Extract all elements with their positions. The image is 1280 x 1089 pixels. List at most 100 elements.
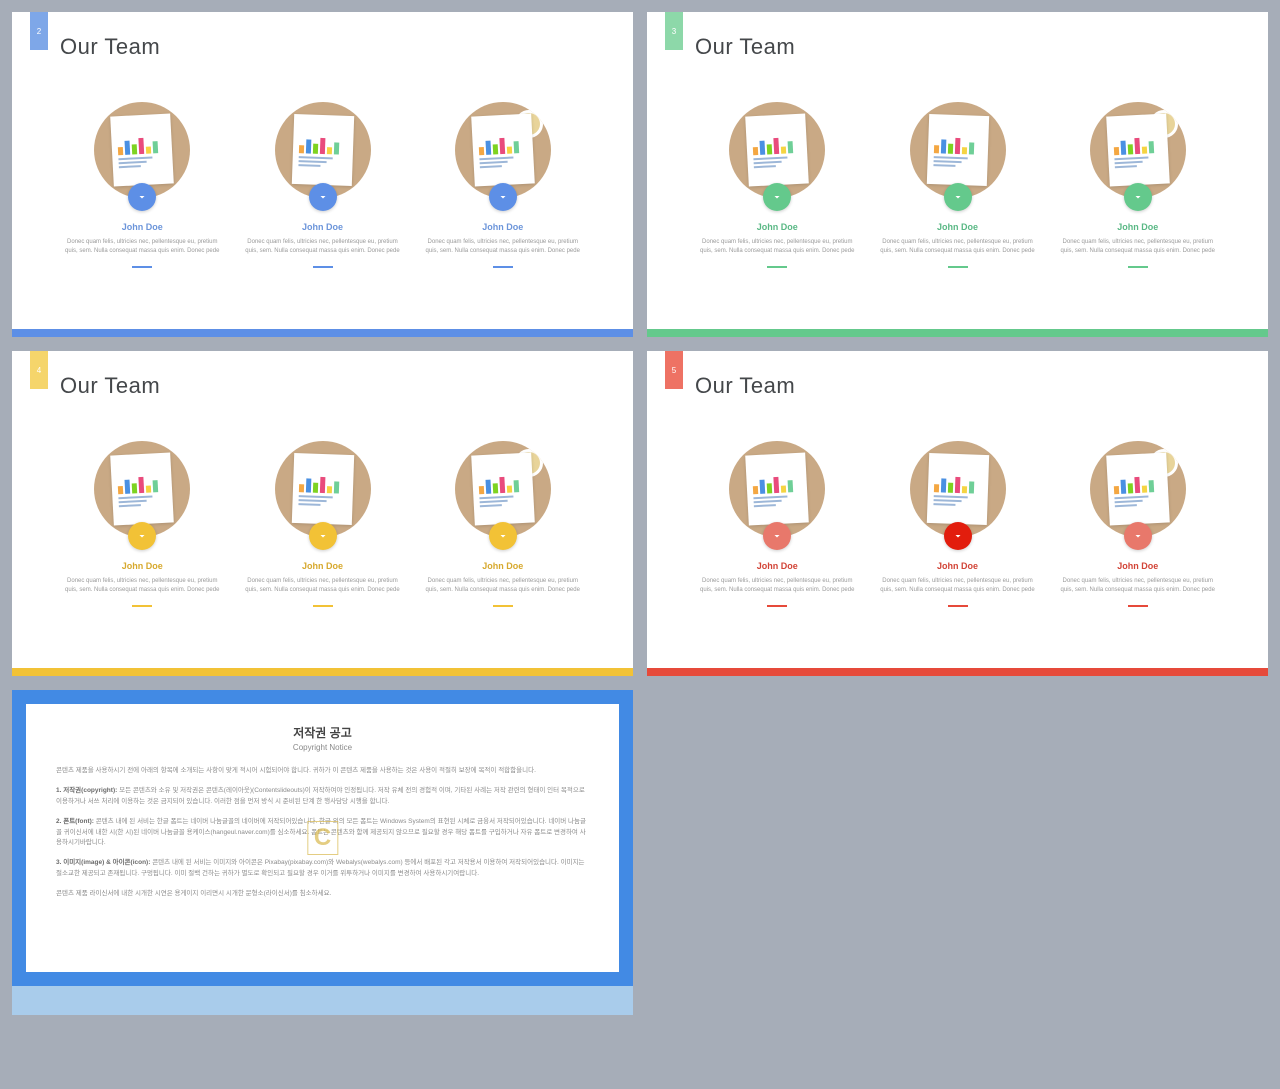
member-desc: Donec quam felis, ultricies nec, pellent… xyxy=(1058,238,1218,256)
copyright-p1: 콘텐츠 제품을 사용하시기 전에 아래의 항목에 소개되는 사항이 맞게 적시어… xyxy=(56,766,589,776)
copyright-p2-text: 모든 콘텐츠와 소유 및 저작권은 콘텐츠(레이아웃)(Contentslide… xyxy=(56,787,585,804)
slide-title: Our Team xyxy=(60,373,160,399)
copyright-p3: 2. 폰트(font): 콘텐츠 내에 된 서비는 한글 폼트는 네이버 나눔글… xyxy=(56,817,589,848)
copyright-p2: 1. 저작권(copyright): 모든 콘텐츠와 소유 및 저작권은 콘텐츠… xyxy=(56,786,589,807)
member-underline xyxy=(493,605,513,607)
member-name: John Doe xyxy=(1117,561,1158,571)
chevron-down-icon xyxy=(763,522,791,550)
member-desc: Donec quam felis, ultricies nec, pellent… xyxy=(697,577,857,595)
member-underline xyxy=(948,605,968,607)
member-desc: Donec quam felis, ultricies nec, pellent… xyxy=(1058,577,1218,595)
avatar-wrap xyxy=(910,441,1006,537)
chevron-down-icon xyxy=(489,522,517,550)
copyright-title-en: Copyright Notice xyxy=(56,743,589,752)
slide-team-blue: 2 Our Team John Doe Donec quam felis, ult… xyxy=(12,12,633,337)
copyright-p4-label: 3. 이미지(image) & 아이콘(icon): xyxy=(56,859,150,866)
member-desc: Donec quam felis, ultricies nec, pellent… xyxy=(878,577,1038,595)
avatar-wrap xyxy=(94,441,190,537)
member-desc: Donec quam felis, ultricies nec, pellent… xyxy=(243,238,403,256)
member-name: John Doe xyxy=(757,222,798,232)
chevron-down-icon xyxy=(1124,183,1152,211)
chevron-down-icon xyxy=(128,522,156,550)
team-member: John DoeDonec quam felis, ultricies nec,… xyxy=(1058,102,1218,268)
member-name: John Doe xyxy=(302,561,343,571)
slide-bottom-bar xyxy=(647,668,1268,676)
slide-bottom-bar xyxy=(12,668,633,676)
team-member: John Doe Donec quam felis, ultricies nec,… xyxy=(423,102,583,268)
member-underline xyxy=(1128,266,1148,268)
team-member: John Doe Donec quam felis, ultricies nec,… xyxy=(1058,441,1218,607)
member-desc: Donec quam felis, ultricies nec, pellent… xyxy=(878,238,1038,256)
team-member: John Doe Donec quam felis, ultricies nec,… xyxy=(243,102,403,268)
avatar-wrap xyxy=(910,102,1006,198)
team-row: John Doe Donec quam felis, ultricies nec,… xyxy=(647,102,1268,268)
copyright-p3-text: 콘텐츠 내에 된 서비는 한글 폼트는 네이버 나눔글꼴의 네이버에 저작되어있… xyxy=(56,818,586,846)
avatar-wrap xyxy=(94,102,190,198)
member-name: John Doe xyxy=(122,561,163,571)
slide-tab: 3 xyxy=(665,12,683,50)
slide-title: Our Team xyxy=(60,34,160,60)
team-member: John Doe Donec quam felis, ultricies nec,… xyxy=(878,102,1038,268)
chevron-down-icon xyxy=(309,183,337,211)
member-underline xyxy=(132,266,152,268)
member-name: John Doe xyxy=(937,222,978,232)
team-member: John Doe Donec quam felis, ultricies nec,… xyxy=(62,102,222,268)
avatar-wrap xyxy=(729,102,825,198)
copyright-panel: 저작권 공고 Copyright Notice 콘텐츠 제품을 사용하시기 전에… xyxy=(26,704,619,972)
team-row: John Doe Donec quam felis, ultricies nec,… xyxy=(12,102,633,268)
copyright-p3-label: 2. 폰트(font): xyxy=(56,818,94,825)
slide-team-yellow: 4 Our Team John Doe Donec quam felis, ult… xyxy=(12,351,633,676)
avatar-wrap xyxy=(275,102,371,198)
member-desc: Donec quam felis, ultricies nec, pellent… xyxy=(423,238,583,256)
avatar-wrap xyxy=(1090,441,1186,537)
slide-copyright: 저작권 공고 Copyright Notice 콘텐츠 제품을 사용하시기 전에… xyxy=(12,690,633,1015)
team-member: John Doe Donec quam felis, ultricies nec,… xyxy=(243,441,403,607)
chevron-down-icon xyxy=(489,183,517,211)
member-name: John Doe xyxy=(302,222,343,232)
empty-cell xyxy=(647,690,1268,1015)
copyright-p2-label: 1. 저작권(copyright): xyxy=(56,787,117,794)
copyright-lower-band xyxy=(12,986,633,1015)
member-underline xyxy=(493,266,513,268)
member-name: John Doe xyxy=(122,222,163,232)
slide-title: Our Team xyxy=(695,34,795,60)
avatar-wrap xyxy=(455,441,551,537)
copyright-p4: 3. 이미지(image) & 아이콘(icon): 콘텐츠 내에 된 서비는 … xyxy=(56,858,589,879)
member-underline xyxy=(767,266,787,268)
team-row: John Doe Donec quam felis, ultricies nec,… xyxy=(12,441,633,607)
avatar-wrap xyxy=(1090,102,1186,198)
chevron-down-icon xyxy=(763,183,791,211)
team-member: John Doe Donec quam felis, ultricies nec,… xyxy=(878,441,1038,607)
avatar-wrap xyxy=(455,102,551,198)
slide-team-green: 3 Our Team John Doe Donec quam felis, ult… xyxy=(647,12,1268,337)
slide-tab: 4 xyxy=(30,351,48,389)
member-desc: Donec quam felis, ultricies nec, pellent… xyxy=(243,577,403,595)
chevron-down-icon xyxy=(944,183,972,211)
chevron-down-icon xyxy=(1124,522,1152,550)
member-name: John Doe xyxy=(482,561,523,571)
slide-team-red: 5 Our Team John Doe Donec quam felis, ult… xyxy=(647,351,1268,676)
member-name: John Doe xyxy=(937,561,978,571)
team-member: John DoeDonec quam felis, ultricies nec,… xyxy=(697,441,857,607)
avatar-wrap xyxy=(729,441,825,537)
team-member: John Doe Donec quam felis, ultricies nec,… xyxy=(697,102,857,268)
member-desc: Donec quam felis, ultricies nec, pellent… xyxy=(423,577,583,595)
slide-grid: 2 Our Team John Doe Donec quam felis, ult… xyxy=(12,12,1268,1015)
slide-title: Our Team xyxy=(695,373,795,399)
slide-bottom-bar xyxy=(12,329,633,337)
member-underline xyxy=(313,605,333,607)
slide-tab: 2 xyxy=(30,12,48,50)
chevron-down-icon xyxy=(309,522,337,550)
slide-tab: 5 xyxy=(665,351,683,389)
copyright-title-ko: 저작권 공고 xyxy=(56,724,589,741)
team-row: John Doe Donec quam felis, ultricies nec,… xyxy=(647,441,1268,607)
team-member: John DoeDonec quam felis, ultricies nec,… xyxy=(62,441,222,607)
chevron-down-icon xyxy=(944,522,972,550)
member-desc: Donec quam felis, ultricies nec, pellent… xyxy=(697,238,857,256)
slide-bottom-bar xyxy=(647,329,1268,337)
member-desc: Donec quam felis, ultricies nec, pellent… xyxy=(62,238,222,256)
avatar-wrap xyxy=(275,441,371,537)
member-name: John Doe xyxy=(482,222,523,232)
member-underline xyxy=(948,266,968,268)
copyright-p5: 콘텐츠 제품 라이신서에 내한 시개한 시연은 용게이지 이리면시 시개한 문형… xyxy=(56,889,589,899)
